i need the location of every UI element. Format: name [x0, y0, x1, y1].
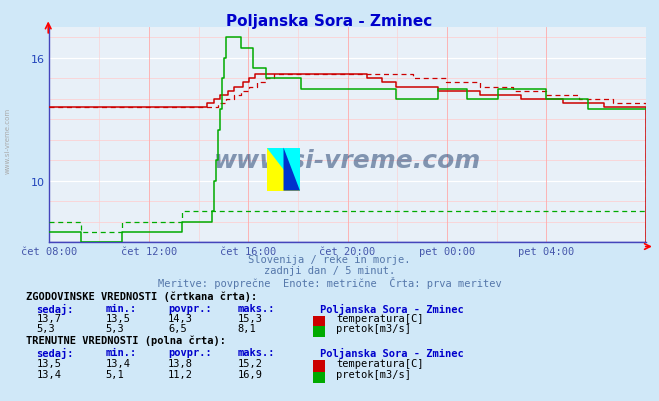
Text: 13,7: 13,7 — [36, 314, 61, 324]
Text: 5,3: 5,3 — [105, 324, 124, 334]
Text: pretok[m3/s]: pretok[m3/s] — [336, 369, 411, 379]
Text: 13,4: 13,4 — [36, 369, 61, 379]
Text: pretok[m3/s]: pretok[m3/s] — [336, 324, 411, 334]
Text: 15,2: 15,2 — [237, 358, 262, 368]
Text: 5,1: 5,1 — [105, 369, 124, 379]
Text: povpr.:: povpr.: — [168, 303, 212, 313]
Text: povpr.:: povpr.: — [168, 347, 212, 357]
Text: 13,5: 13,5 — [105, 314, 130, 324]
Text: maks.:: maks.: — [237, 303, 275, 313]
Text: www.si-vreme.com: www.si-vreme.com — [214, 149, 481, 173]
Text: 16,9: 16,9 — [237, 369, 262, 379]
Text: Meritve: povprečne  Enote: metrične  Črta: prva meritev: Meritve: povprečne Enote: metrične Črta:… — [158, 276, 501, 288]
Bar — [267, 148, 300, 191]
Text: 8,1: 8,1 — [237, 324, 256, 334]
Text: 13,8: 13,8 — [168, 358, 193, 368]
Text: Poljanska Sora - Zminec: Poljanska Sora - Zminec — [227, 14, 432, 29]
Text: 13,5: 13,5 — [36, 358, 61, 368]
Text: 5,3: 5,3 — [36, 324, 55, 334]
Text: min.:: min.: — [105, 303, 136, 313]
Text: 15,3: 15,3 — [237, 314, 262, 324]
Text: zadnji dan / 5 minut.: zadnji dan / 5 minut. — [264, 265, 395, 275]
Text: Poljanska Sora - Zminec: Poljanska Sora - Zminec — [320, 347, 463, 358]
Text: sedaj:: sedaj: — [36, 303, 74, 314]
Text: min.:: min.: — [105, 347, 136, 357]
Text: maks.:: maks.: — [237, 347, 275, 357]
Text: temperatura[C]: temperatura[C] — [336, 314, 424, 324]
Text: 13,4: 13,4 — [105, 358, 130, 368]
Text: ZGODOVINSKE VREDNOSTI (črtkana črta):: ZGODOVINSKE VREDNOSTI (črtkana črta): — [26, 291, 258, 301]
Polygon shape — [283, 148, 300, 191]
Text: 11,2: 11,2 — [168, 369, 193, 379]
Polygon shape — [267, 148, 300, 191]
Text: 14,3: 14,3 — [168, 314, 193, 324]
Text: TRENUTNE VREDNOSTI (polna črta):: TRENUTNE VREDNOSTI (polna črta): — [26, 335, 226, 345]
Text: 6,5: 6,5 — [168, 324, 186, 334]
Text: Slovenija / reke in morje.: Slovenija / reke in morje. — [248, 255, 411, 265]
Text: www.si-vreme.com: www.si-vreme.com — [5, 107, 11, 173]
Text: Poljanska Sora - Zminec: Poljanska Sora - Zminec — [320, 303, 463, 314]
Text: temperatura[C]: temperatura[C] — [336, 358, 424, 368]
Text: sedaj:: sedaj: — [36, 347, 74, 358]
